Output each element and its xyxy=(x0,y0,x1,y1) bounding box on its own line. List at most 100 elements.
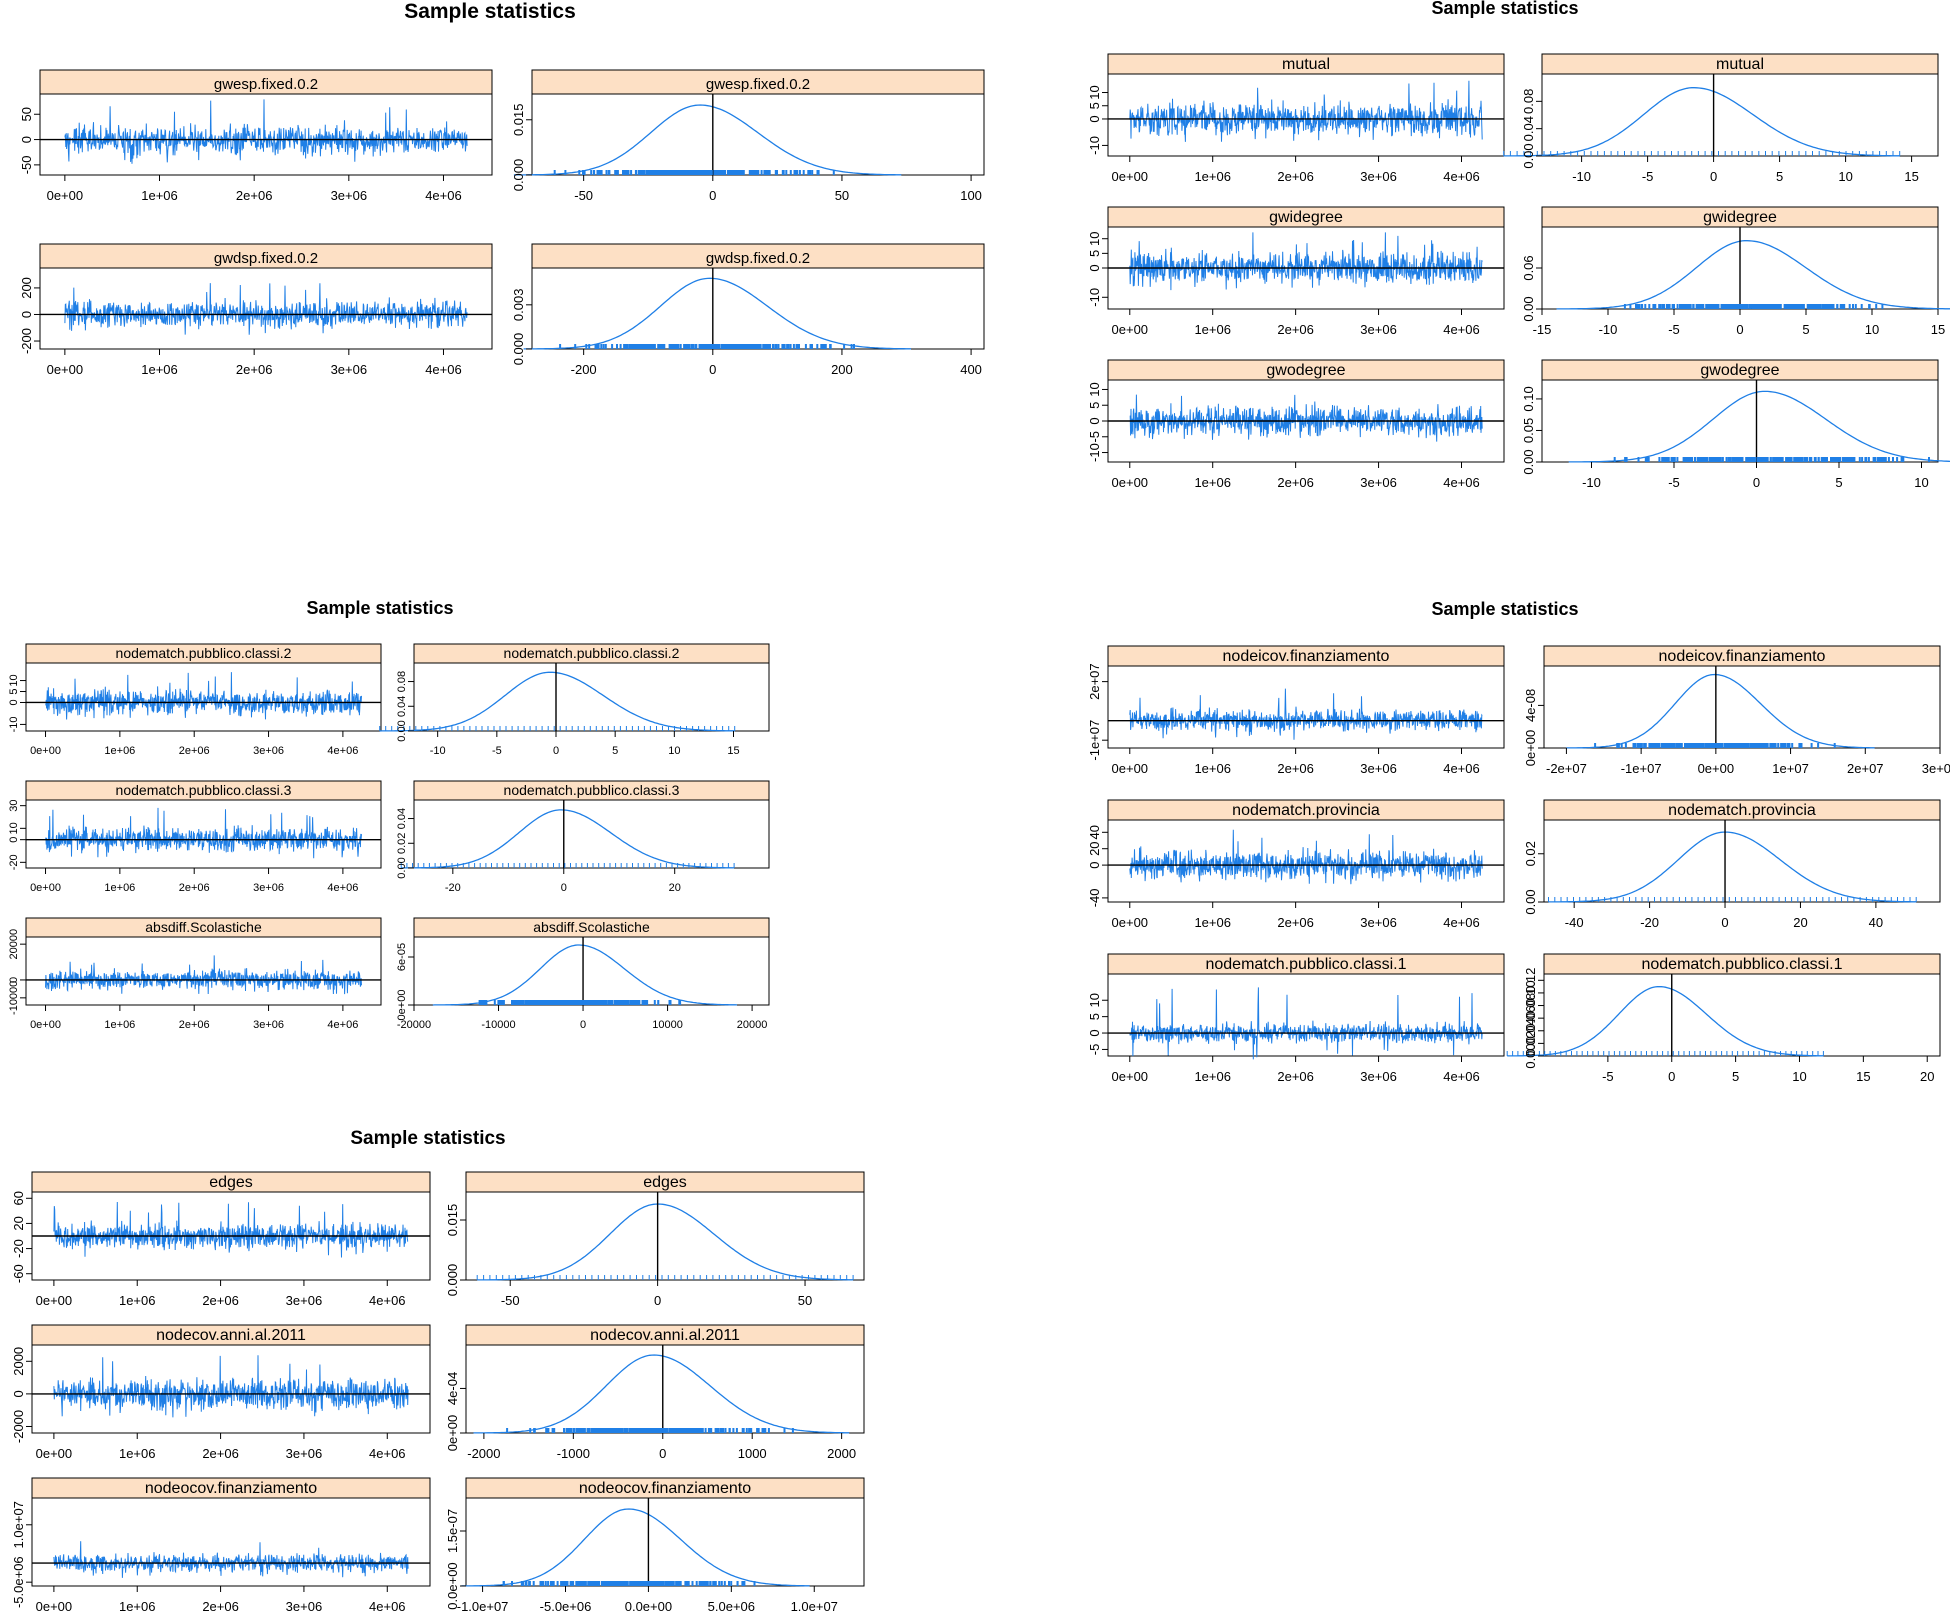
y-tick-label: 20000 xyxy=(8,929,20,960)
trace-plot-frame xyxy=(39,267,493,350)
trace-line xyxy=(45,672,362,720)
strip-label: gwdsp.fixed.0.2 xyxy=(214,250,318,267)
y-tick-label: 5 xyxy=(8,688,20,694)
strip-label: gwidegree xyxy=(1269,209,1343,226)
density-plot-frame xyxy=(1541,73,1939,157)
y-tick-label: 10 xyxy=(8,674,20,686)
x-tick-label: 20 xyxy=(1793,915,1807,930)
y-tick-label: 0.05 xyxy=(1521,418,1536,443)
trace-line xyxy=(53,1201,409,1258)
x-tick-label: 0 xyxy=(1753,475,1760,490)
x-tick-label: 3e+06 xyxy=(1360,761,1397,776)
x-tick-label: 2e+06 xyxy=(202,1293,239,1308)
rug-marks xyxy=(476,1275,854,1280)
y-tick-label: 0 xyxy=(19,136,34,143)
rug-marks xyxy=(1594,743,1836,748)
x-tick-label: 100 xyxy=(960,188,982,203)
y-tick-label: 0.00 xyxy=(396,857,408,878)
y-tick-label: -10000 xyxy=(8,981,20,1015)
y-tick-label: 0.015 xyxy=(445,1204,460,1237)
x-tick-label: 3e+06 xyxy=(1360,1069,1397,1084)
trace-line xyxy=(1129,987,1483,1060)
x-tick-label: 20 xyxy=(669,882,681,894)
strip-label: gwesp.fixed.0.2 xyxy=(214,76,318,93)
y-tick-label: 1.5e-07 xyxy=(445,1509,460,1553)
x-tick-label: 0e+00 xyxy=(30,882,61,894)
x-tick-label: 3e+06 xyxy=(286,1293,323,1308)
x-tick-label: 20 xyxy=(1920,1069,1934,1084)
y-tick-label: 0.00 xyxy=(1521,449,1536,474)
x-tick-label: 2e+06 xyxy=(1277,1069,1314,1084)
x-tick-label: 4e+06 xyxy=(327,1019,358,1031)
y-tick-label: -10 xyxy=(8,716,20,732)
panel-title: Sample statistics xyxy=(306,598,453,618)
strip-label: gwodegree xyxy=(1700,362,1779,379)
rug-marks xyxy=(379,726,736,731)
x-tick-label: 4e+06 xyxy=(369,1599,406,1614)
x-tick-label: 0e+00 xyxy=(36,1599,73,1614)
x-tick-label: 4e+06 xyxy=(369,1446,406,1461)
y-tick-label: 5 xyxy=(1087,1013,1102,1020)
x-tick-label: -1e+07 xyxy=(1621,761,1662,776)
x-tick-label: 50 xyxy=(835,188,849,203)
panel-title: Sample statistics xyxy=(350,1128,505,1149)
strip-label: mutual xyxy=(1716,56,1764,73)
x-tick-label: -10 xyxy=(1582,475,1601,490)
y-tick-label: 0.00 xyxy=(1523,889,1538,914)
y-tick-label: 0.00 xyxy=(1521,143,1536,168)
trace-line xyxy=(53,1355,409,1418)
x-tick-label: 1e+06 xyxy=(1194,322,1231,337)
x-tick-label: 1e+06 xyxy=(104,1019,135,1031)
x-tick-label: 0e+00 xyxy=(30,1019,61,1031)
y-tick-label: 0 xyxy=(1087,861,1102,868)
density-curve xyxy=(461,1508,810,1587)
x-tick-label: 5.0e+06 xyxy=(708,1599,755,1614)
x-tick-label: 0 xyxy=(553,745,559,757)
y-tick-label: 0.10 xyxy=(1521,386,1536,411)
x-tick-label: 2e+07 xyxy=(1847,761,1884,776)
y-tick-label: 0.02 xyxy=(1523,1031,1538,1056)
trace-plot-frame xyxy=(31,1344,431,1434)
y-tick-label: 0.015 xyxy=(511,103,526,136)
density-plot-frame xyxy=(1543,819,1941,903)
strip-label: nodeocov.finanziamento xyxy=(145,1480,317,1497)
x-tick-label: 20000 xyxy=(737,1019,768,1031)
x-tick-label: 4e+06 xyxy=(369,1293,406,1308)
x-tick-label: 3e+06 xyxy=(1360,915,1397,930)
x-tick-label: -10 xyxy=(1572,169,1591,184)
rug-marks xyxy=(559,344,855,349)
x-tick-label: -5 xyxy=(1668,322,1680,337)
x-tick-label: 0e+00 xyxy=(1112,475,1149,490)
x-tick-label: 15 xyxy=(727,745,739,757)
y-tick-label: 0 xyxy=(1087,1029,1102,1036)
y-tick-label: 0 xyxy=(8,977,20,983)
x-tick-label: 0e+00 xyxy=(1112,322,1149,337)
y-tick-label: 2e+07 xyxy=(1087,663,1102,700)
y-tick-label: 0.04 xyxy=(1523,1018,1538,1043)
x-tick-label: 10 xyxy=(1838,169,1852,184)
strip-label: nodecov.anni.al.2011 xyxy=(590,1327,740,1344)
density-plot-frame xyxy=(413,799,770,869)
y-tick-label: 0 xyxy=(11,1390,26,1397)
strip-header xyxy=(39,69,493,95)
panel-title: Sample statistics xyxy=(404,0,576,23)
y-tick-label: 0 xyxy=(1087,417,1102,424)
x-tick-label: 50 xyxy=(798,1293,812,1308)
density-plot-frame xyxy=(531,93,985,176)
trace-plot-frame xyxy=(39,93,493,176)
diagnostics-panel: Sample statistics mutual -10 0 5 10 0e+00 1e+06… xyxy=(1087,0,1950,490)
panel-title: Sample statistics xyxy=(1431,0,1578,18)
density-plot-frame xyxy=(1543,973,1941,1057)
y-tick-label: 10 xyxy=(1087,85,1102,99)
x-tick-label: 2e+06 xyxy=(1277,169,1314,184)
y-tick-label: -5.0e+06 xyxy=(11,1556,26,1608)
y-tick-label: 200 xyxy=(19,277,34,299)
x-tick-label: 0e+00 xyxy=(47,188,84,203)
strip-label: nodeicov.finanziamento xyxy=(1659,648,1826,665)
y-tick-label: -1e+07 xyxy=(1087,720,1102,761)
x-tick-label: 0 xyxy=(1668,1069,1675,1084)
rug-marks xyxy=(400,863,735,868)
y-tick-label: -60 xyxy=(11,1264,26,1283)
density-curve xyxy=(1507,985,1824,1057)
x-tick-label: -50 xyxy=(501,1293,520,1308)
